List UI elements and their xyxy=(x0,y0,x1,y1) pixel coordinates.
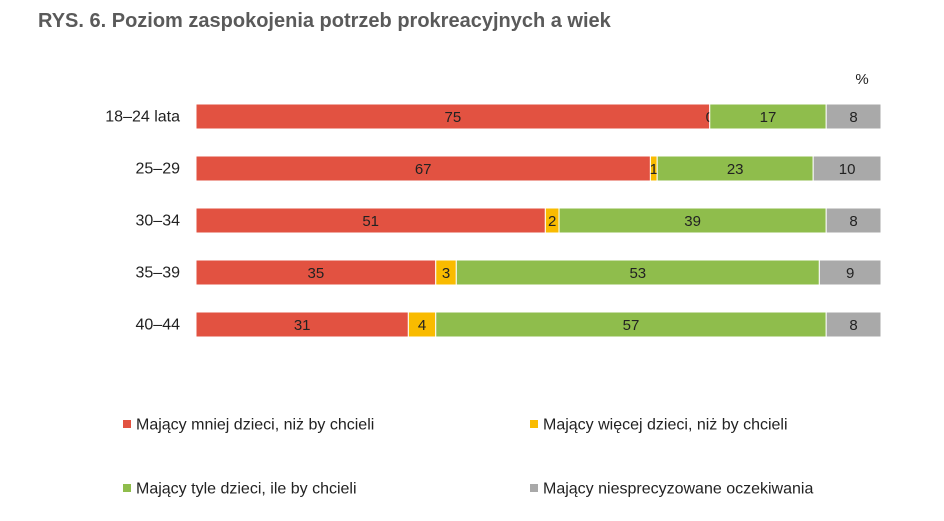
category-label: 30–34 xyxy=(136,213,181,230)
bar-segment xyxy=(435,311,827,338)
category-label: 40–44 xyxy=(136,317,181,334)
data-label: 9 xyxy=(846,265,854,282)
bar-segment xyxy=(195,311,409,338)
category-label: 35–39 xyxy=(136,265,181,282)
unit-label: % xyxy=(855,71,868,88)
legend-swatch xyxy=(530,484,538,492)
data-label: 2 xyxy=(548,213,556,230)
category-label: 25–29 xyxy=(136,161,181,178)
bar-segment xyxy=(195,155,651,182)
data-label: 51 xyxy=(362,213,379,230)
data-label: 75 xyxy=(445,109,462,126)
data-label: 57 xyxy=(623,317,640,334)
data-label: 8 xyxy=(849,213,857,230)
bar-segment xyxy=(825,103,882,130)
legend-swatch xyxy=(530,420,538,428)
data-label: 10 xyxy=(839,161,856,178)
bar-segment xyxy=(825,207,882,234)
data-label: 23 xyxy=(727,161,744,178)
bar-segment xyxy=(818,259,882,286)
data-label: 8 xyxy=(849,317,857,334)
bar-segment xyxy=(812,155,882,182)
legend-swatch xyxy=(123,420,131,428)
data-label: 4 xyxy=(418,317,426,334)
legend-label: Mający mniej dzieci, niż by chcieli xyxy=(136,417,374,434)
data-label: 53 xyxy=(629,265,646,282)
data-label: 17 xyxy=(760,109,777,126)
bar-segment xyxy=(407,311,437,338)
data-label: 31 xyxy=(294,317,311,334)
legend-label: Mający tyle dzieci, ile by chcieli xyxy=(136,481,357,498)
legend: Mający mniej dzieci, niż by chcieli Mając… xyxy=(123,417,813,498)
legend-label: Mający niesprecyzowane oczekiwania xyxy=(543,481,813,498)
data-label: 8 xyxy=(849,109,857,126)
data-label: 35 xyxy=(308,265,325,282)
category-label: 18–24 lata xyxy=(105,109,180,126)
bar-segment xyxy=(825,311,882,338)
legend-swatch xyxy=(123,484,131,492)
chart-title: RYS. 6. Poziom zaspokojenia potrzeb prok… xyxy=(38,10,611,32)
bar-segment xyxy=(455,259,820,286)
data-label: 39 xyxy=(684,213,701,230)
data-label: 1 xyxy=(650,161,658,178)
bar-segment xyxy=(709,103,827,130)
legend-label: Mający więcej dzieci, niż by chcieli xyxy=(543,417,788,434)
bars-group: 18–24 lata75017825–29671231030–345123983… xyxy=(105,103,882,338)
data-label: 67 xyxy=(415,161,432,178)
data-label: 3 xyxy=(442,265,450,282)
